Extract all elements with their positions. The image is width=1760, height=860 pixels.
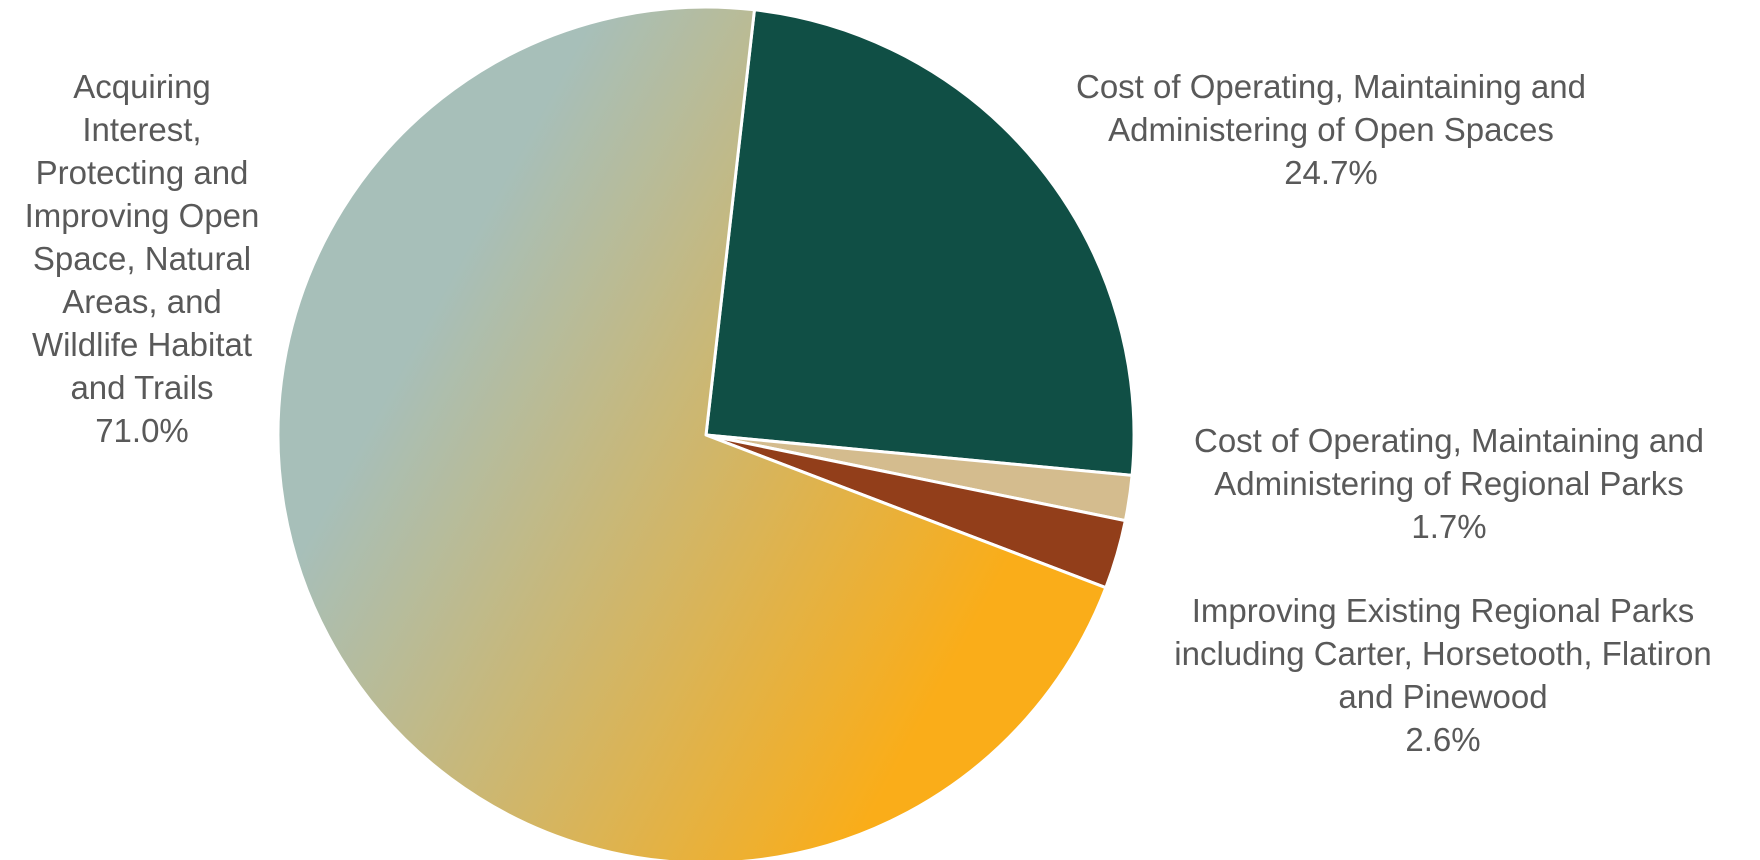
data-label-line: Acquiring	[73, 68, 211, 105]
data-label-line: Cost of Operating, Maintaining and	[1194, 422, 1704, 459]
data-label-line: Improving Open	[25, 197, 260, 234]
pie-labels: Cost of Operating, Maintaining and Admini…	[25, 68, 1712, 758]
data-label-line: Interest,	[82, 111, 201, 148]
data-label-line: Improving Existing Regional Parks	[1192, 592, 1695, 629]
data-label-line: including Carter, Horsetooth, Flatiron	[1174, 635, 1711, 672]
data-label-line: Areas, and	[62, 283, 222, 320]
data-label-value: 24.7%	[1284, 154, 1378, 191]
data-label-line: and Pinewood	[1338, 678, 1547, 715]
data-label-1: Cost of Operating, Maintaining and Admini…	[1076, 68, 1586, 191]
data-label-3: Improving Existing Regional Parks includi…	[1174, 592, 1711, 758]
data-label-value: 2.6%	[1405, 721, 1480, 758]
data-label-line: Space, Natural	[33, 240, 251, 277]
data-label-2: Cost of Operating, Maintaining and Admini…	[1194, 422, 1704, 545]
data-label-line: and Trails	[70, 369, 213, 406]
pie-slices	[276, 5, 1136, 860]
data-label-value: 71.0%	[95, 412, 189, 449]
pie-slice-4	[276, 5, 1108, 860]
data-label-line: Administering of Open Spaces	[1108, 111, 1554, 148]
data-label-value: 1.7%	[1411, 508, 1486, 545]
data-label-line: Administering of Regional Parks	[1214, 465, 1684, 502]
data-label-line: Wildlife Habitat	[32, 326, 252, 363]
data-label-4: Acquiring Interest, Protecting and Improvin…	[25, 68, 260, 449]
pie-slice-1	[704, 8, 1136, 477]
data-label-line: Protecting and	[36, 154, 249, 191]
data-label-line: Cost of Operating, Maintaining and	[1076, 68, 1586, 105]
